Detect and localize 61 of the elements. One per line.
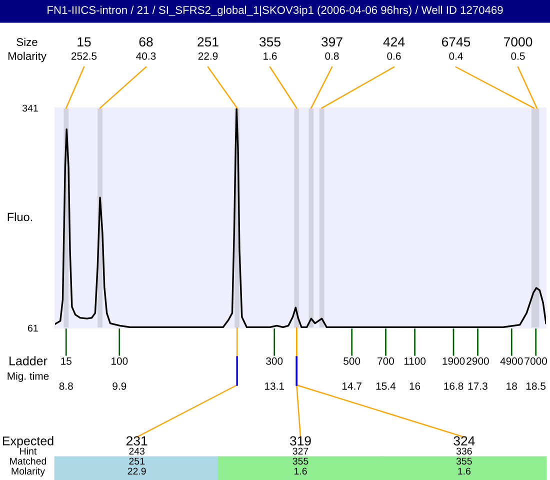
x-tick-label: 8.8 <box>59 382 73 390</box>
text: 15 <box>61 358 72 365</box>
text: 397 <box>321 37 342 47</box>
text: 0.8 <box>325 52 339 60</box>
text: Ladder <box>10 356 48 366</box>
text: 0.5 <box>511 52 525 60</box>
text: 4900 <box>500 357 523 365</box>
text: 355 <box>456 458 472 465</box>
text: Hint <box>20 447 37 455</box>
x-tick-label: 16.8 <box>444 382 464 390</box>
x-tick-label: 9.9 <box>112 382 126 390</box>
line-series <box>55 108 546 328</box>
text: 500 <box>344 357 360 365</box>
text: 2900 <box>466 357 489 365</box>
text: Molarity <box>8 52 46 62</box>
text: 355 <box>292 458 308 465</box>
text: Molarity <box>12 467 45 477</box>
text: 0.4 <box>449 52 463 60</box>
text: Size <box>16 38 38 46</box>
text: 6745 <box>442 37 470 47</box>
y-axis-title: Fluo. <box>8 212 32 222</box>
text: FN1-IIICS-intron / 21 / SI_SFRS2_global_1|SKOV3ip1 (2006-04-06 96hrs) / Well ID 1270469 <box>48 6 503 16</box>
text: 251 <box>129 458 144 465</box>
text: 355 <box>259 37 280 47</box>
text: 1.6 <box>458 468 470 475</box>
y-tick-label: 341 <box>22 104 38 112</box>
text: 22.9 <box>198 52 218 60</box>
text: 252.5 <box>71 52 97 60</box>
text: 68 <box>139 37 153 47</box>
x-tick-label: 16 <box>410 382 420 390</box>
text: Expected <box>2 436 54 448</box>
text: 0.6 <box>387 52 401 60</box>
y-tick-label: 61 <box>28 324 38 332</box>
text: 15 <box>78 37 91 47</box>
x-tick-label: 13.1 <box>265 382 284 390</box>
x-tick-label: 14.7 <box>342 382 362 390</box>
text: 424 <box>383 37 405 46</box>
text: Mig. time <box>8 372 49 382</box>
text: 1100 <box>404 357 426 365</box>
text: 22.9 <box>128 468 146 475</box>
text: 243 <box>129 448 145 455</box>
x-tick-label: 17.3 <box>468 382 488 390</box>
text: 1.6 <box>294 468 307 475</box>
x-tick-label: 15.4 <box>376 382 396 390</box>
x-tick-label: 18 <box>506 382 517 390</box>
text: 231 <box>126 436 148 446</box>
text: 251 <box>198 37 218 47</box>
text: 324 <box>454 436 475 446</box>
text: 327 <box>292 448 308 455</box>
text: 1900 <box>442 357 465 365</box>
text: Matched <box>10 457 46 465</box>
text: 100 <box>112 357 128 365</box>
text: 336 <box>456 448 472 455</box>
text: 7000 <box>524 357 548 365</box>
text: 1.6 <box>264 52 277 60</box>
text: 7000 <box>504 37 532 47</box>
text: 300 <box>266 357 283 365</box>
x-tick-label: 18.5 <box>526 382 546 390</box>
text: 319 <box>290 436 311 446</box>
text: 40.3 <box>136 52 156 60</box>
text: 700 <box>378 357 394 365</box>
